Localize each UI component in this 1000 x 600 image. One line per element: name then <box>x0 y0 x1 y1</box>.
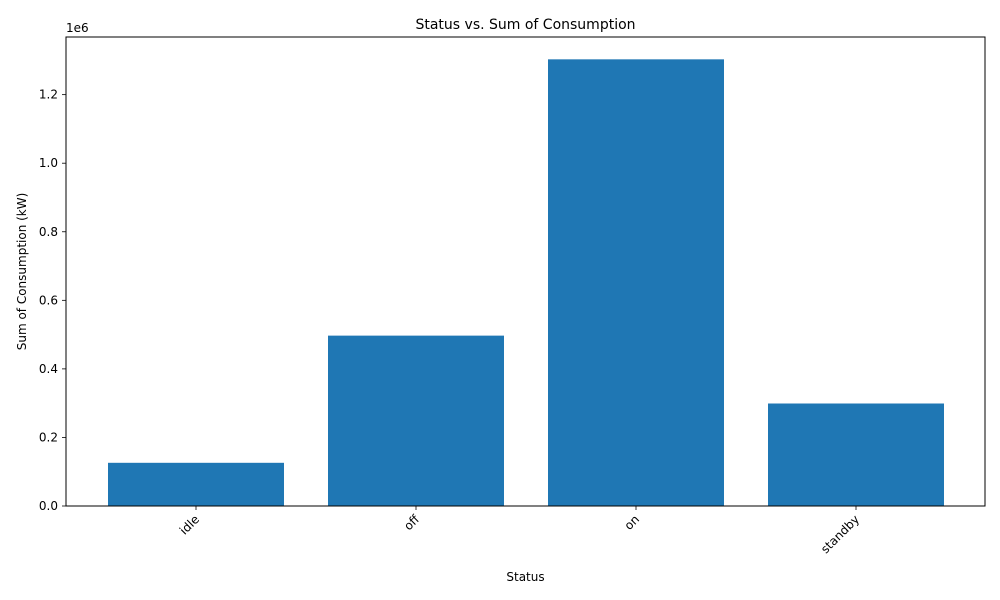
y-axis-label: Sum of Consumption (kW) <box>15 193 29 351</box>
bar-off <box>328 335 504 506</box>
bars-group <box>108 59 944 506</box>
bar-idle <box>108 462 284 506</box>
y-axis-offset-text: 1e6 <box>66 21 89 35</box>
y-axis-ticks: 0.0 0.2 0.4 0.6 0.8 1.0 1.2 <box>39 88 66 513</box>
y-tick-label: 0.4 <box>39 362 58 376</box>
bar-standby <box>768 403 944 506</box>
x-tick-label: on <box>622 512 642 532</box>
x-axis-label: Status <box>506 570 544 584</box>
chart-title: Status vs. Sum of Consumption <box>415 17 635 33</box>
y-tick-label: 0.8 <box>39 225 58 239</box>
x-tick-label: off <box>401 512 422 533</box>
bar-on <box>548 59 724 506</box>
y-tick-label: 1.0 <box>39 156 58 170</box>
y-tick-label: 1.2 <box>39 88 58 102</box>
x-tick-label: standby <box>818 512 862 556</box>
y-tick-label: 0.6 <box>39 293 58 307</box>
x-tick-label: idle <box>177 512 202 537</box>
x-axis-ticks: idle off on standby <box>177 506 862 556</box>
y-tick-label: 0.2 <box>39 430 58 444</box>
plot-frame <box>65 36 986 507</box>
y-tick-label: 0.0 <box>39 499 58 513</box>
